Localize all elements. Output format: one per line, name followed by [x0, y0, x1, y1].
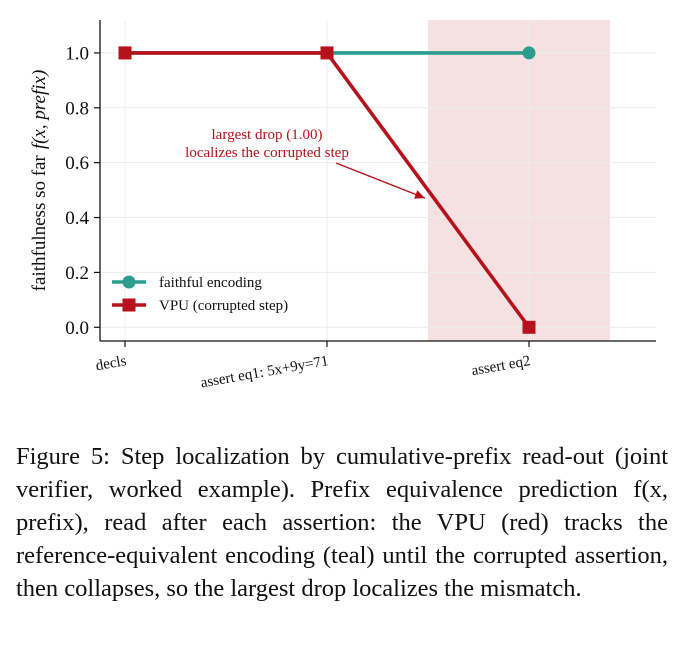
legend-label-1: VPU (corrupted step) — [159, 298, 288, 314]
y-ticks: 0.0 0.2 0.4 0.6 0.8 1.0 — [65, 43, 100, 339]
y-axis-label: faithfulness so far f(x, prefix) — [29, 70, 50, 292]
annotation-line-2: localizes the corrupted step — [185, 145, 349, 161]
series-0-point-2 — [522, 46, 536, 60]
y-tick-label-1: 0.2 — [65, 263, 89, 284]
annotation: largest drop (1.00) localizes the corrup… — [185, 127, 426, 199]
y-tick-label-2: 0.4 — [65, 208, 89, 229]
y-tick-label-3: 0.6 — [65, 153, 89, 174]
step-localization-chart: 0.0 0.2 0.4 0.6 0.8 1.0 decls assert eq1: 5x+9… — [29, 20, 656, 391]
series-1-point-0 — [118, 46, 132, 60]
series-1-point-2 — [522, 320, 536, 334]
legend: faithful encoding VPU (corrupted step) — [112, 275, 288, 314]
x-tick-label-1: assert eq1: 5x+9y=71 — [199, 353, 329, 391]
x-tick-label-0: decls — [95, 353, 128, 374]
caption-text: Step localization by cumulative-prefix r… — [16, 443, 668, 602]
x-ticks: decls assert eq1: 5x+9y=71 assert eq2 — [95, 341, 532, 391]
legend-label-0: faithful encoding — [159, 275, 262, 291]
caption-label: Figure 5: — [16, 443, 110, 470]
series-layer — [118, 46, 536, 334]
y-tick-label-4: 0.8 — [65, 98, 89, 119]
annotation-arrow — [335, 162, 426, 199]
y-tick-label-5: 1.0 — [65, 43, 89, 64]
highlight-band — [428, 20, 610, 341]
y-axis-label-text: faithfulness so far f(x, prefix) — [29, 70, 50, 292]
legend-marker-1 — [122, 298, 136, 312]
y-tick-label-0: 0.0 — [65, 318, 89, 339]
y-axis-label-math: f(x, prefix) — [29, 70, 50, 149]
legend-marker-0 — [122, 275, 136, 289]
annotation-line-1: largest drop (1.00) — [212, 127, 323, 143]
annotation-arrowhead — [414, 190, 425, 199]
x-tick-label-2: assert eq2 — [470, 353, 531, 379]
y-axis-label-prefix: faithfulness so far — [29, 155, 50, 292]
figure-caption: Figure 5: Step localization by cumulativ… — [16, 440, 668, 605]
axes — [99, 20, 656, 342]
series-1-point-1 — [320, 46, 334, 60]
